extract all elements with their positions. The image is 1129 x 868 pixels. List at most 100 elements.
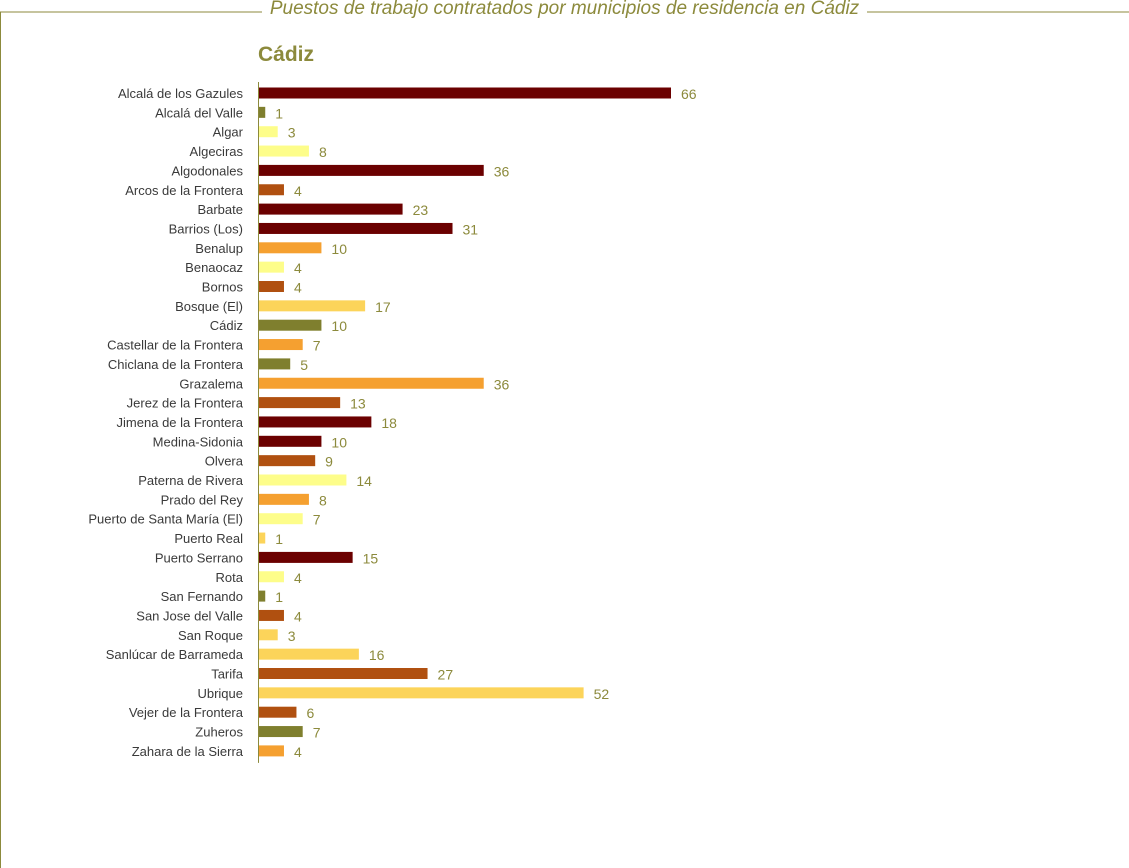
value-label: 7 [313,725,321,741]
category-label: Prado del Rey [161,492,244,507]
category-label: Algeciras [190,144,244,159]
value-label: 7 [313,338,321,354]
category-label: Zahara de la Sierra [132,744,244,759]
category-label: Puerto Serrano [155,550,243,565]
category-label: Castellar de la Frontera [107,338,244,353]
category-label: Jerez de la Frontera [127,396,244,411]
category-label: Alcalá del Valle [155,105,243,120]
value-label: 5 [300,357,308,373]
chart-subtitle: Cádiz [258,43,315,66]
category-label: Tarifa [211,667,244,682]
bar [259,571,284,583]
value-label: 13 [350,396,366,412]
value-label: 15 [363,550,379,566]
value-label: 52 [594,686,610,702]
category-label: Sanlúcar de Barrameda [106,647,244,662]
value-label: 14 [356,473,372,489]
value-label: 8 [319,144,327,160]
bar [259,242,322,254]
category-label: Arcos de la Frontera [125,183,244,198]
bar [259,377,484,389]
category-label: Rota [216,570,244,585]
bar [259,222,453,234]
category-label: Bosque (El) [175,299,243,314]
value-label: 3 [288,125,296,141]
category-label: Puerto de Santa María (El) [88,512,243,527]
bar [259,281,284,292]
chart-title: Puestos de trabajo contratados por munic… [0,0,1129,21]
category-label: San Fernando [161,589,243,604]
value-label: 31 [463,221,479,237]
bar [259,164,484,176]
chart-title-text: Puestos de trabajo contratados por munic… [261,0,868,19]
bar [259,668,428,679]
bar [259,493,309,505]
category-label: Olvera [205,454,244,469]
bar [259,319,322,331]
category-label: Vejer de la Frontera [129,705,244,720]
value-label: 7 [313,512,321,528]
bar [259,532,266,544]
bar [259,687,584,699]
bar [259,203,403,215]
value-label: 3 [288,628,296,644]
value-label: 4 [294,608,302,624]
category-label: Barbate [197,202,243,217]
bar [259,648,359,660]
bar [259,629,278,641]
value-label: 8 [319,492,327,508]
value-label: 36 [494,376,510,392]
bar [259,706,297,718]
bar [259,145,309,157]
category-label: Benaocaz [185,260,243,275]
category-label: Algodonales [171,163,243,178]
value-label: 27 [438,667,454,683]
category-label: Algar [213,125,244,140]
category-label: Paterna de Rivera [138,473,244,488]
value-label: 1 [275,105,283,121]
bar [259,126,278,138]
category-label: Cádiz [210,318,243,333]
bar [259,609,284,621]
category-label: Benalup [195,241,243,256]
value-label: 4 [294,570,302,586]
value-label: 16 [369,647,385,663]
value-label: 66 [681,86,697,102]
value-label: 10 [331,434,347,450]
value-label: 23 [413,202,429,218]
value-label: 1 [275,531,283,547]
bar [259,726,303,738]
value-label: 9 [325,454,333,470]
bar [259,339,303,351]
value-label: 4 [294,183,302,199]
category-label: Bornos [202,280,244,295]
value-label: 36 [494,163,510,179]
bar [259,455,316,467]
bar [259,513,303,525]
bar [259,551,353,563]
bar [259,87,671,99]
category-label: Jimena de la Frontera [117,415,244,430]
bar [259,358,291,370]
category-label: San Jose del Valle [136,608,243,623]
bar [259,590,266,602]
bar [259,300,366,312]
category-label: Medina-Sidonia [153,434,244,449]
category-label: Ubrique [197,686,243,701]
value-label: 4 [294,280,302,296]
value-label: 17 [375,299,391,315]
value-label: 18 [381,415,397,431]
category-label: Grazalema [179,376,243,391]
bar [259,106,266,118]
bar [259,745,284,757]
bar [259,397,341,409]
value-label: 10 [331,241,347,257]
value-label: 1 [275,589,283,605]
bar [259,184,284,196]
category-label: Barrios (Los) [169,221,243,236]
category-label: San Roque [178,628,243,643]
bar [259,416,372,428]
value-label: 4 [294,260,302,276]
value-label: 6 [306,705,314,721]
